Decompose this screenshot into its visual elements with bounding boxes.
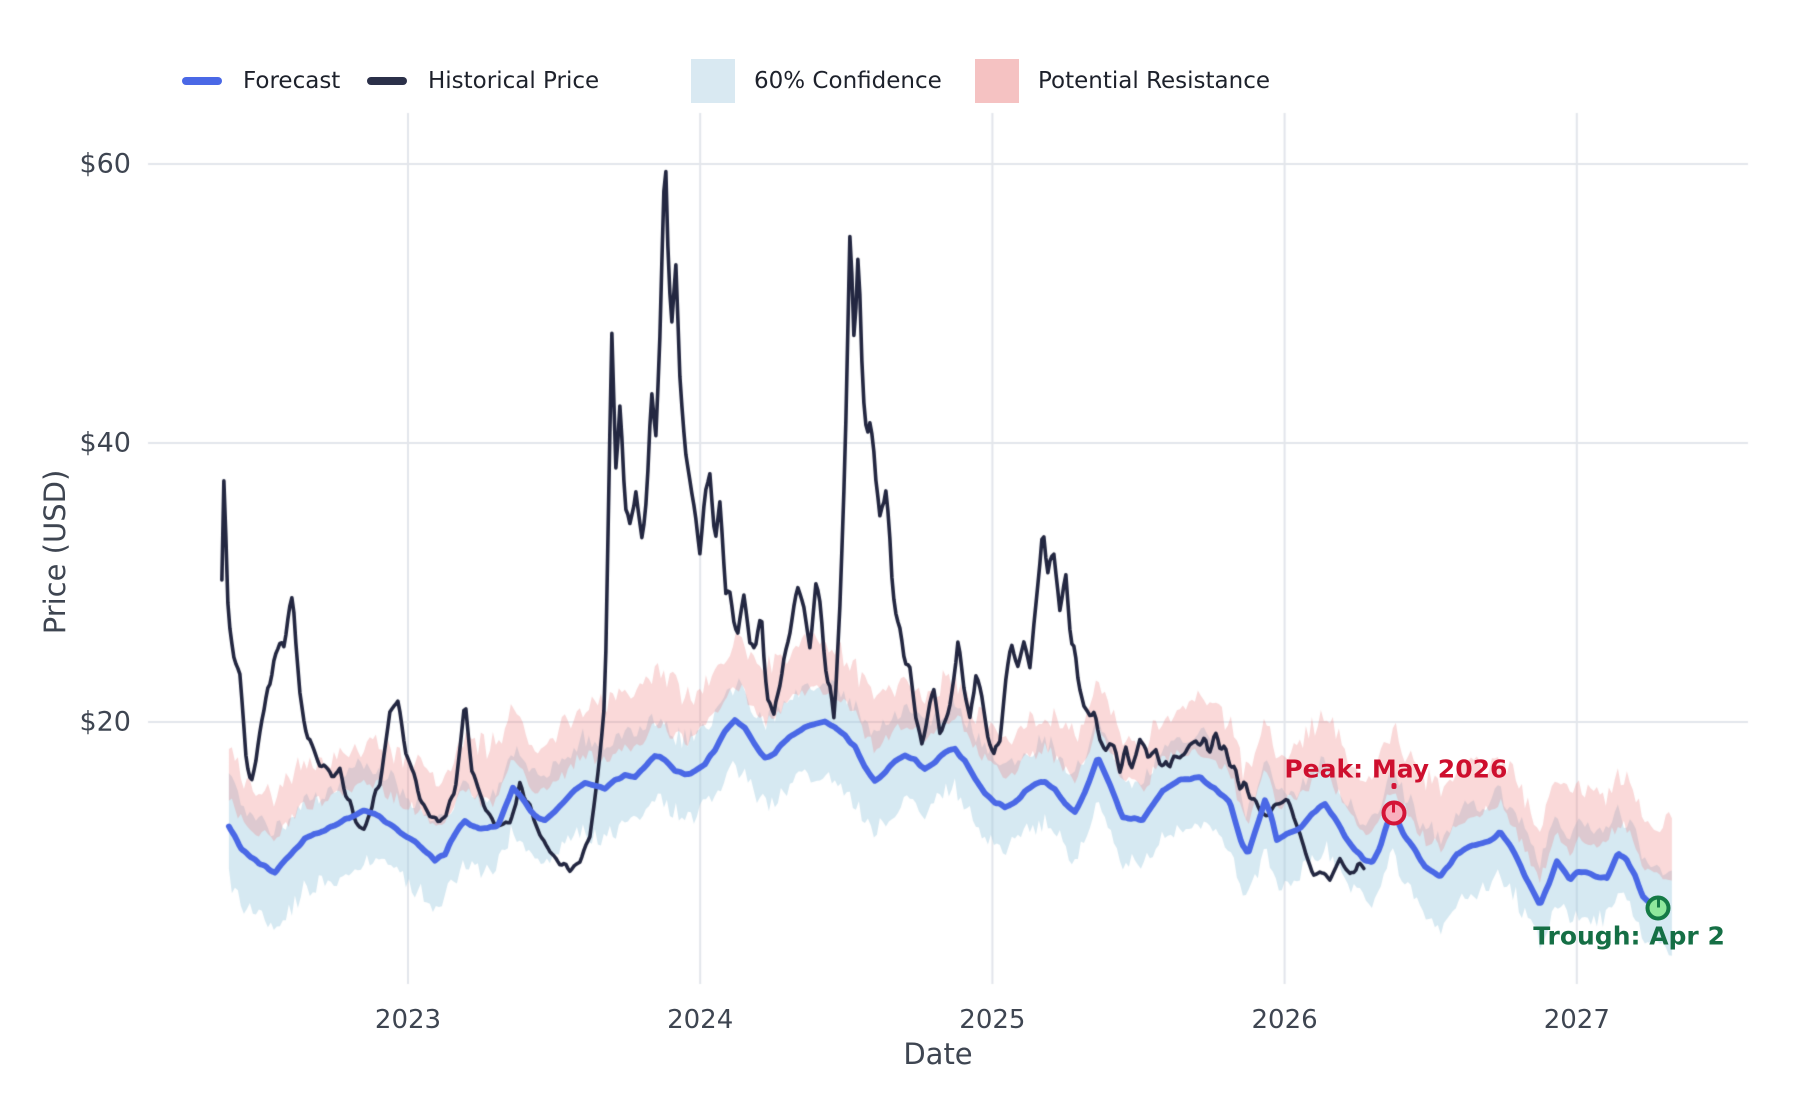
legend-label-historical: Historical Price — [428, 68, 600, 94]
peak-annotation-label: Peak: May 2026 — [1284, 754, 1508, 784]
peak-connector-dot — [1391, 782, 1397, 789]
trough-marker — [1645, 895, 1671, 921]
y-tick-60: $60 — [79, 148, 131, 180]
trough-annotation-label: Trough: Apr 2 — [1533, 921, 1725, 951]
x-tick-2027: 2027 — [1543, 1005, 1610, 1035]
x-axis-title: Date — [903, 1037, 973, 1071]
resistance-band-swatch — [975, 59, 1019, 103]
legend-label-resistance: Potential Resistance — [1038, 68, 1271, 94]
peak-marker-stem — [1392, 803, 1396, 813]
legend-item-forecast: Forecast — [182, 68, 340, 94]
x-tick-2024: 2024 — [667, 1005, 734, 1035]
legend-item-historical: Historical Price — [367, 68, 599, 94]
legend-item-confidence: 60% Confidence — [691, 59, 942, 103]
peak-marker — [1381, 800, 1407, 826]
legend-item-resistance: Potential Resistance — [975, 59, 1270, 103]
x-tick-2025: 2025 — [959, 1005, 1026, 1035]
legend-label-forecast: Forecast — [243, 68, 341, 94]
legend-label-confidence: 60% Confidence — [754, 68, 942, 94]
confidence-band-swatch — [691, 59, 735, 103]
forecast-line-swatch — [182, 77, 222, 85]
historical-line-swatch — [367, 77, 407, 85]
y-tick-20: $20 — [79, 706, 131, 738]
trough-marker-stem — [1656, 898, 1660, 908]
x-tick-2026: 2026 — [1251, 1005, 1318, 1035]
y-axis-title: Price (USD) — [38, 469, 72, 635]
y-tick-40: $40 — [79, 427, 131, 459]
x-tick-2023: 2023 — [374, 1005, 442, 1035]
